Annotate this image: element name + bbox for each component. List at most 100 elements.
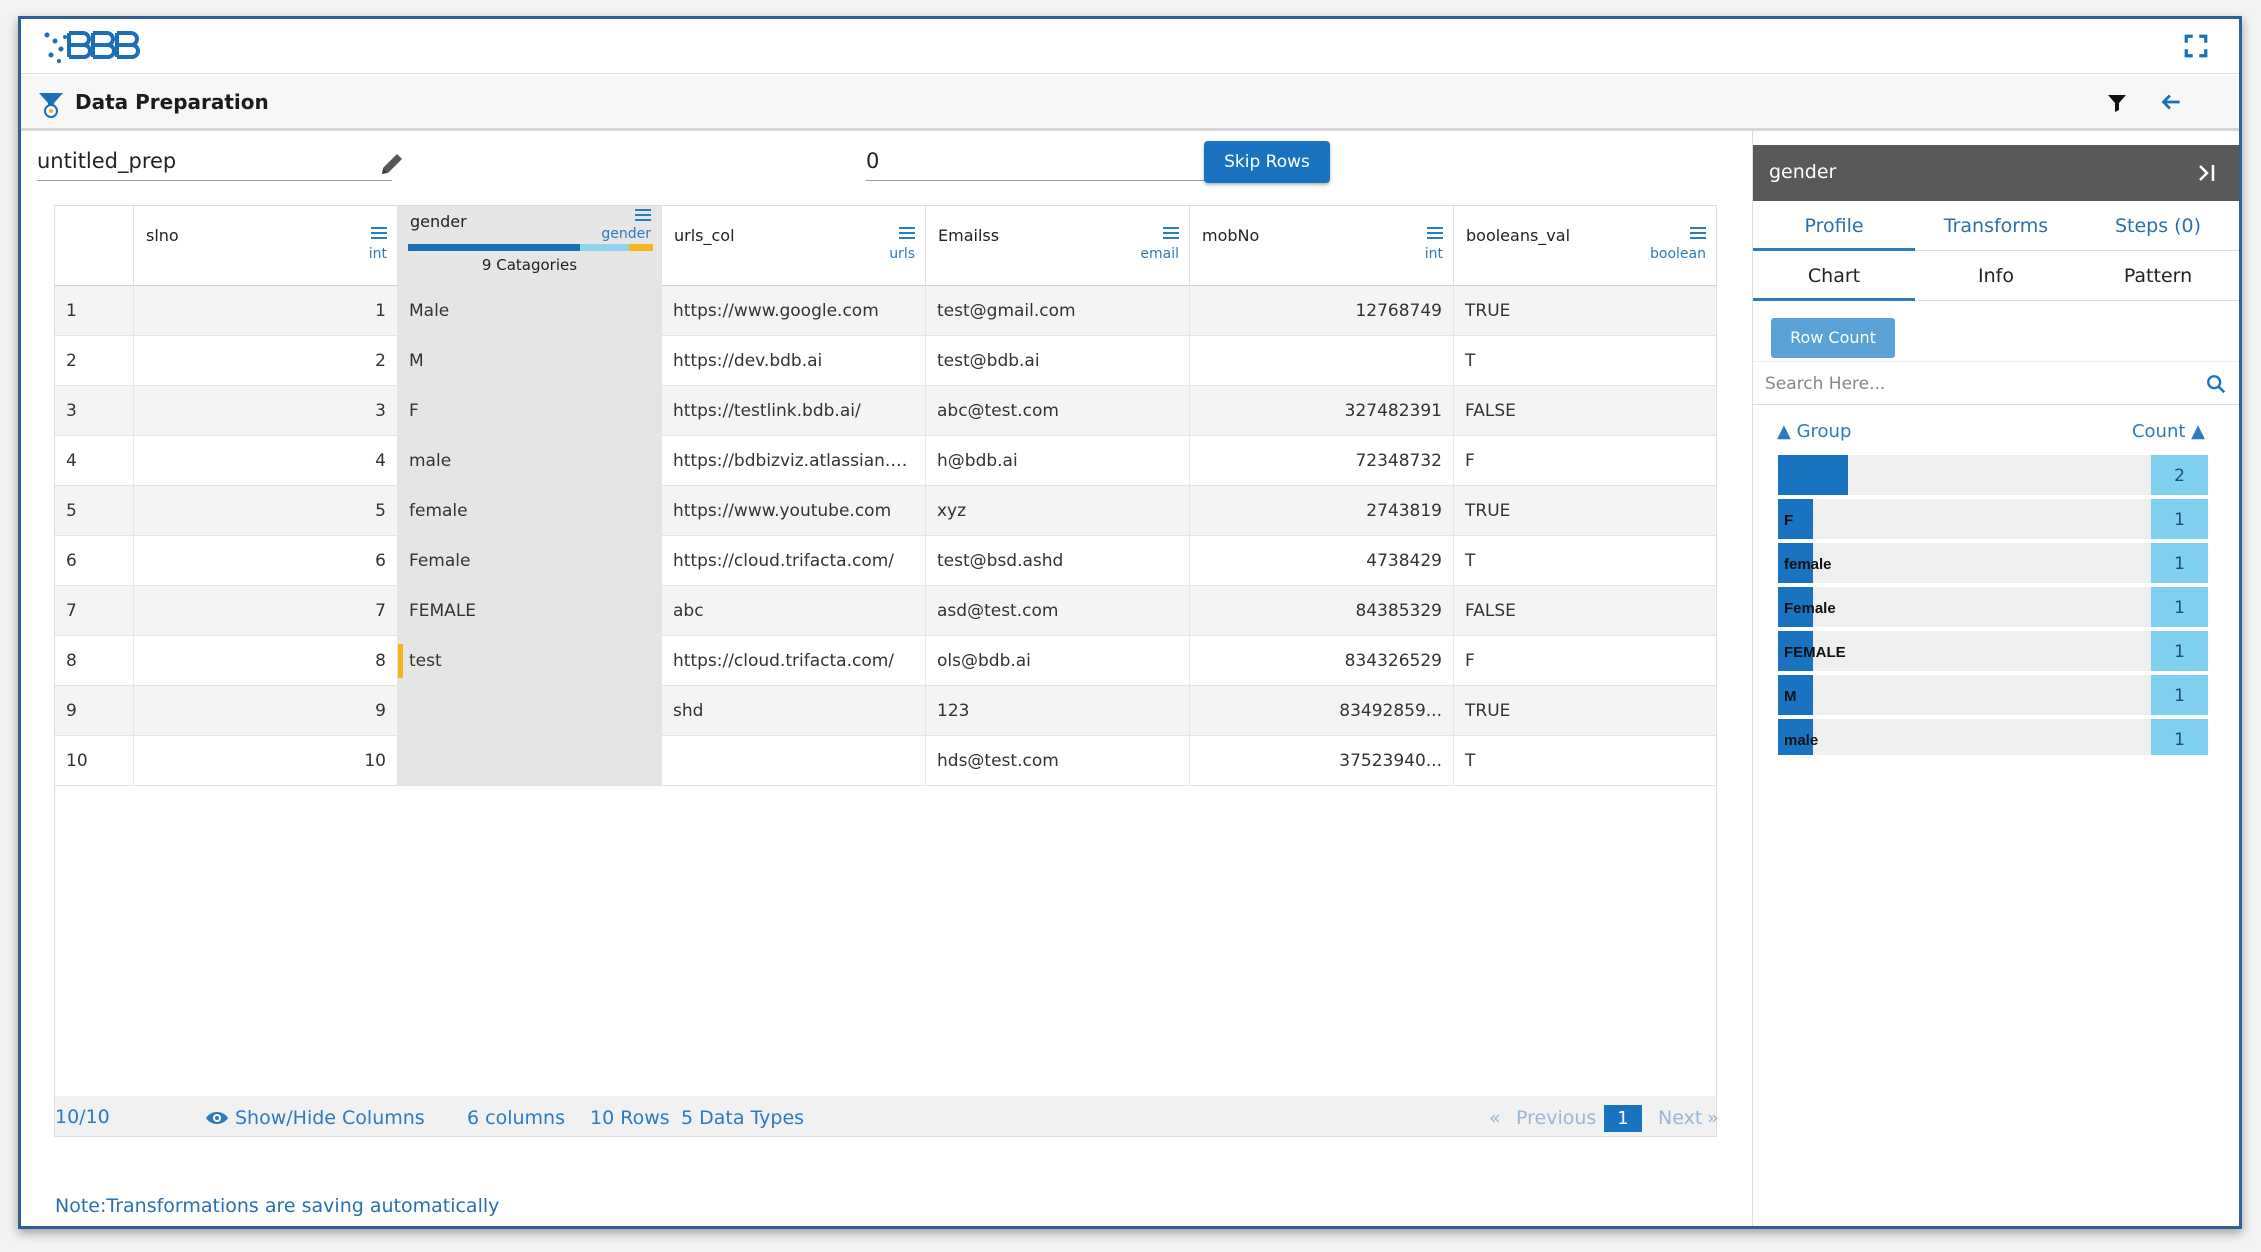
urls-cell[interactable]: https://dev.bdb.ai <box>662 336 926 386</box>
previous-page-link[interactable]: Previous <box>1516 1107 1597 1129</box>
gender-cell[interactable]: test <box>398 636 662 686</box>
email-cell[interactable]: test@bdb.ai <box>926 336 1190 386</box>
urls-cell[interactable] <box>662 736 926 786</box>
mobno-cell[interactable]: 84385329 <box>1190 586 1454 636</box>
pencil-icon[interactable] <box>377 149 407 179</box>
tab-profile[interactable]: Profile <box>1753 201 1915 251</box>
gender-cell[interactable]: male <box>398 436 662 486</box>
slno-cell[interactable]: 3 <box>134 386 398 436</box>
search-icon[interactable] <box>2205 373 2227 395</box>
column-menu-icon[interactable] <box>1427 226 1443 240</box>
back-arrow-icon[interactable] <box>2158 89 2184 115</box>
eye-icon[interactable] <box>205 1110 229 1126</box>
urls-cell[interactable]: https://bdbizviz.atlassian.net/ <box>662 436 926 486</box>
mobno-cell[interactable]: 37523940... <box>1190 736 1454 786</box>
slno-cell[interactable]: 9 <box>134 686 398 736</box>
tab-transforms[interactable]: Transforms <box>1943 215 2049 237</box>
email-cell[interactable]: hds@test.com <box>926 736 1190 786</box>
mobno-cell[interactable]: 4738429 <box>1190 536 1454 586</box>
column-header-urls-col[interactable]: urls_col urls <box>662 206 926 286</box>
email-cell[interactable]: test@gmail.com <box>926 286 1190 336</box>
column-header-mobno[interactable]: mobNo int <box>1190 206 1454 286</box>
skip-rows-button[interactable]: Skip Rows <box>1204 141 1330 183</box>
subtab-info[interactable]: Info <box>1978 265 2014 287</box>
boolean-cell[interactable]: TRUE <box>1465 501 1511 521</box>
mobno-cell[interactable]: 327482391 <box>1190 386 1454 436</box>
column-menu-icon[interactable] <box>899 226 915 240</box>
prep-name-input[interactable]: untitled_prep <box>37 143 392 181</box>
column-menu-icon[interactable] <box>1690 226 1706 240</box>
tab-steps[interactable]: Steps (0) <box>2114 215 2202 237</box>
urls-cell[interactable]: https://cloud.trifacta.com/ <box>662 636 926 686</box>
urls-cell[interactable]: https://www.google.com <box>662 286 926 336</box>
gender-cell[interactable]: Female <box>398 536 662 586</box>
mobno-cell[interactable]: 2743819 <box>1190 486 1454 536</box>
boolean-cell[interactable]: F <box>1465 451 1475 471</box>
column-header-slno[interactable]: slno int <box>134 206 398 286</box>
boolean-cell[interactable]: T <box>1465 551 1476 571</box>
search-bar[interactable]: Search Here... <box>1753 361 2239 405</box>
column-header-booleans-val[interactable]: booleans_val boolean <box>1454 206 1716 286</box>
collapse-panel-icon[interactable] <box>2195 161 2219 185</box>
urls-cell[interactable]: https://cloud.trifacta.com/ <box>662 536 926 586</box>
boolean-cell[interactable]: T <box>1465 351 1476 371</box>
email-cell[interactable]: test@bsd.ashd <box>926 536 1190 586</box>
email-cell[interactable]: 123 <box>926 686 1190 736</box>
email-cell[interactable]: h@bdb.ai <box>926 436 1190 486</box>
boolean-cell[interactable]: F <box>1465 651 1475 671</box>
fullscreen-icon[interactable] <box>2183 33 2209 59</box>
show-hide-columns-link[interactable]: Show/Hide Columns <box>235 1107 425 1129</box>
column-header-gender[interactable]: gender gender 9 Catagories <box>398 206 662 286</box>
urls-cell[interactable]: https://testlink.bdb.ai/ <box>662 386 926 436</box>
column-menu-icon[interactable] <box>635 208 651 222</box>
page-number-current[interactable]: 1 <box>1604 1105 1642 1132</box>
slno-cell[interactable]: 5 <box>134 486 398 536</box>
boolean-cell[interactable]: FALSE <box>1465 401 1516 421</box>
last-page-icon[interactable]: » <box>1707 1107 1719 1129</box>
slno-cell[interactable]: 4 <box>134 436 398 486</box>
gender-cell[interactable]: F <box>398 386 662 436</box>
boolean-cell[interactable]: TRUE <box>1465 301 1511 321</box>
mobno-cell[interactable]: 83492859... <box>1190 686 1454 736</box>
gender-cell[interactable]: female <box>398 486 662 536</box>
urls-cell[interactable]: abc <box>662 586 926 636</box>
boolean-cell[interactable]: T <box>1465 751 1476 771</box>
subtab-chart[interactable]: Chart <box>1753 251 1915 301</box>
slno-cell[interactable]: 7 <box>134 586 398 636</box>
urls-cell[interactable]: shd <box>662 686 926 736</box>
boolean-cell[interactable]: FALSE <box>1465 601 1516 621</box>
gender-cell[interactable]: M <box>398 336 662 386</box>
email-cell[interactable]: ols@bdb.ai <box>926 636 1190 686</box>
slno-cell[interactable]: 1 <box>134 286 398 336</box>
column-menu-icon[interactable] <box>371 226 387 240</box>
gender-cell[interactable] <box>398 686 662 736</box>
sort-group-button[interactable]: ▲ Group <box>1777 421 1852 442</box>
gender-cell[interactable]: Male <box>398 286 662 336</box>
email-cell[interactable]: xyz <box>926 486 1190 536</box>
mobno-cell[interactable]: 72348732 <box>1190 436 1454 486</box>
skip-rows-input[interactable]: 0 <box>866 143 1206 181</box>
email-cell[interactable]: abc@test.com <box>926 386 1190 436</box>
email-cell[interactable]: asd@test.com <box>926 586 1190 636</box>
mobno-cell[interactable]: 12768749 <box>1190 286 1454 336</box>
slno-cell[interactable]: 8 <box>134 636 398 686</box>
column-menu-icon[interactable] <box>1163 226 1179 240</box>
subtab-pattern[interactable]: Pattern <box>2123 265 2193 287</box>
row-count-button[interactable]: Row Count <box>1771 318 1895 358</box>
filter-icon[interactable] <box>2105 91 2129 115</box>
urls-cell[interactable]: https://www.youtube.com <box>662 486 926 536</box>
slno-cell[interactable]: 2 <box>134 336 398 386</box>
boolean-cell[interactable]: TRUE <box>1465 701 1511 721</box>
next-page-link[interactable]: Next <box>1658 1107 1703 1129</box>
sort-count-button[interactable]: Count ▲ <box>2131 421 2205 442</box>
gender-cell[interactable] <box>398 736 662 786</box>
gender-cell[interactable]: FEMALE <box>398 586 662 636</box>
mobno-cell[interactable] <box>1190 336 1454 386</box>
column-header-emailss[interactable]: Emailss email <box>926 206 1190 286</box>
mobno-cell[interactable]: 834326529 <box>1190 636 1454 686</box>
slno-cell[interactable]: 6 <box>134 536 398 586</box>
search-input[interactable]: Search Here... <box>1765 374 1886 394</box>
slno-cell[interactable]: 10 <box>134 736 398 786</box>
first-page-icon[interactable]: « <box>1489 1107 1501 1129</box>
